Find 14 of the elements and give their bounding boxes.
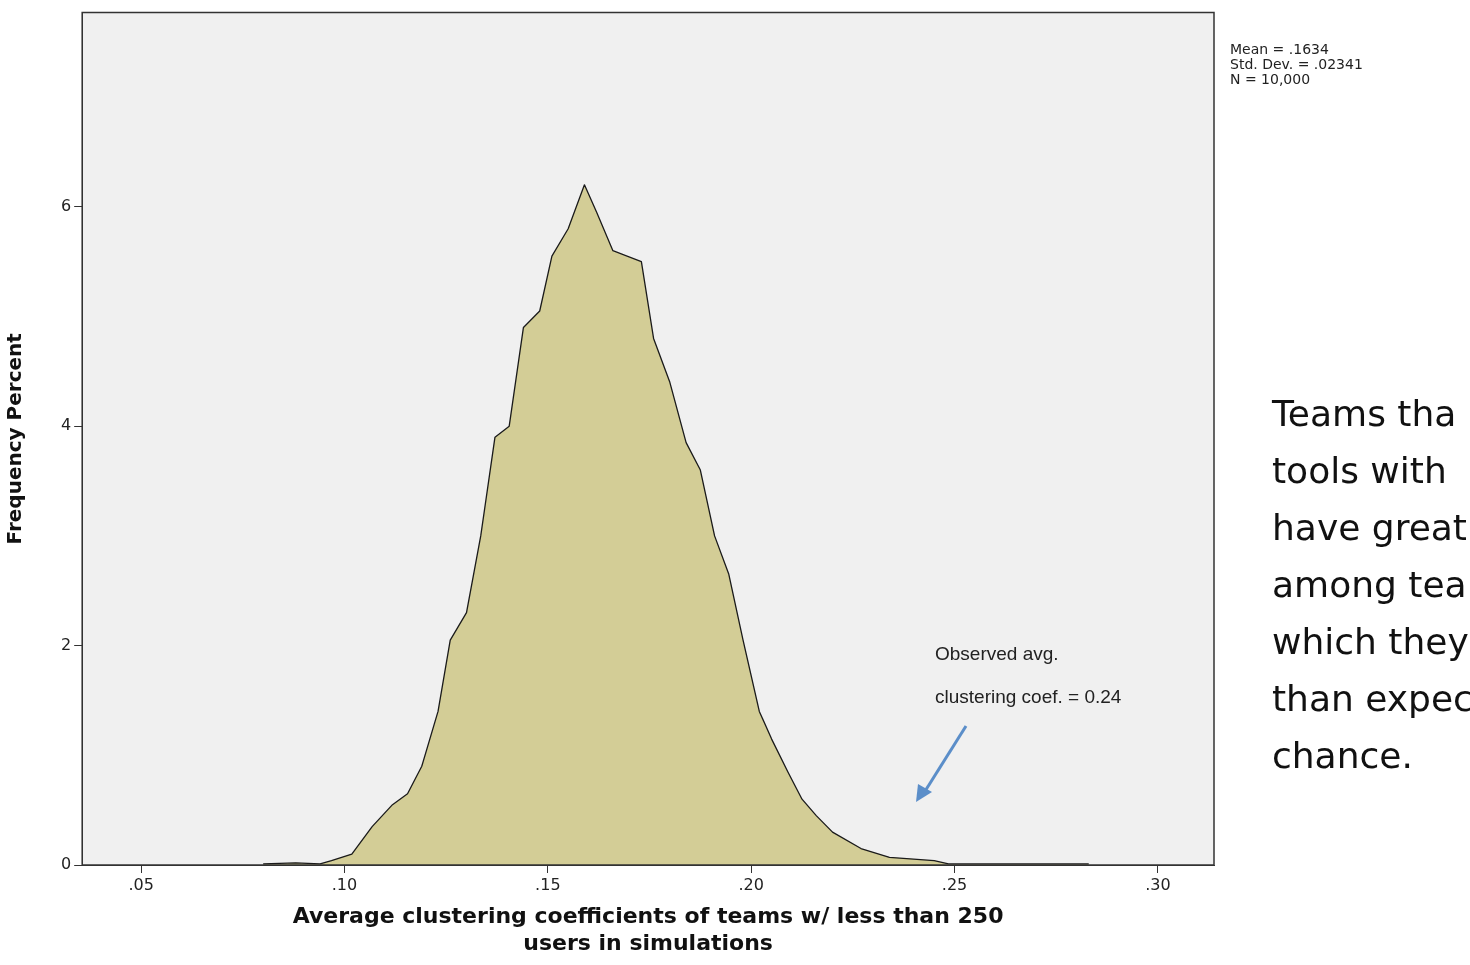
text: Mean = .1634 Std. Dev. = .02341 N = 10,000 bbox=[1230, 41, 1363, 87]
x-tick-label: .25 bbox=[941, 874, 968, 894]
x-tick-label: .20 bbox=[738, 874, 764, 894]
annotation: Observed avg. clustering coef. = 0.24 bbox=[935, 642, 1122, 709]
y-tick-label: 4 bbox=[60, 415, 72, 435]
y-axis-title: Frequency Percent bbox=[2, 332, 27, 545]
x-tick-label: .10 bbox=[331, 874, 358, 894]
x-tick-label: .05 bbox=[128, 874, 154, 894]
x-tick-label: .15 bbox=[535, 874, 561, 894]
y-tick-label: 6 bbox=[60, 195, 72, 215]
x-tick-label: .30 bbox=[1145, 874, 1171, 894]
y-tick-label: 2 bbox=[60, 634, 72, 654]
y-tick-label: 0 bbox=[60, 854, 72, 874]
x-axis-title: Average clustering coefficients of teams w/ less than 250 users in simulations bbox=[292, 903, 1004, 955]
